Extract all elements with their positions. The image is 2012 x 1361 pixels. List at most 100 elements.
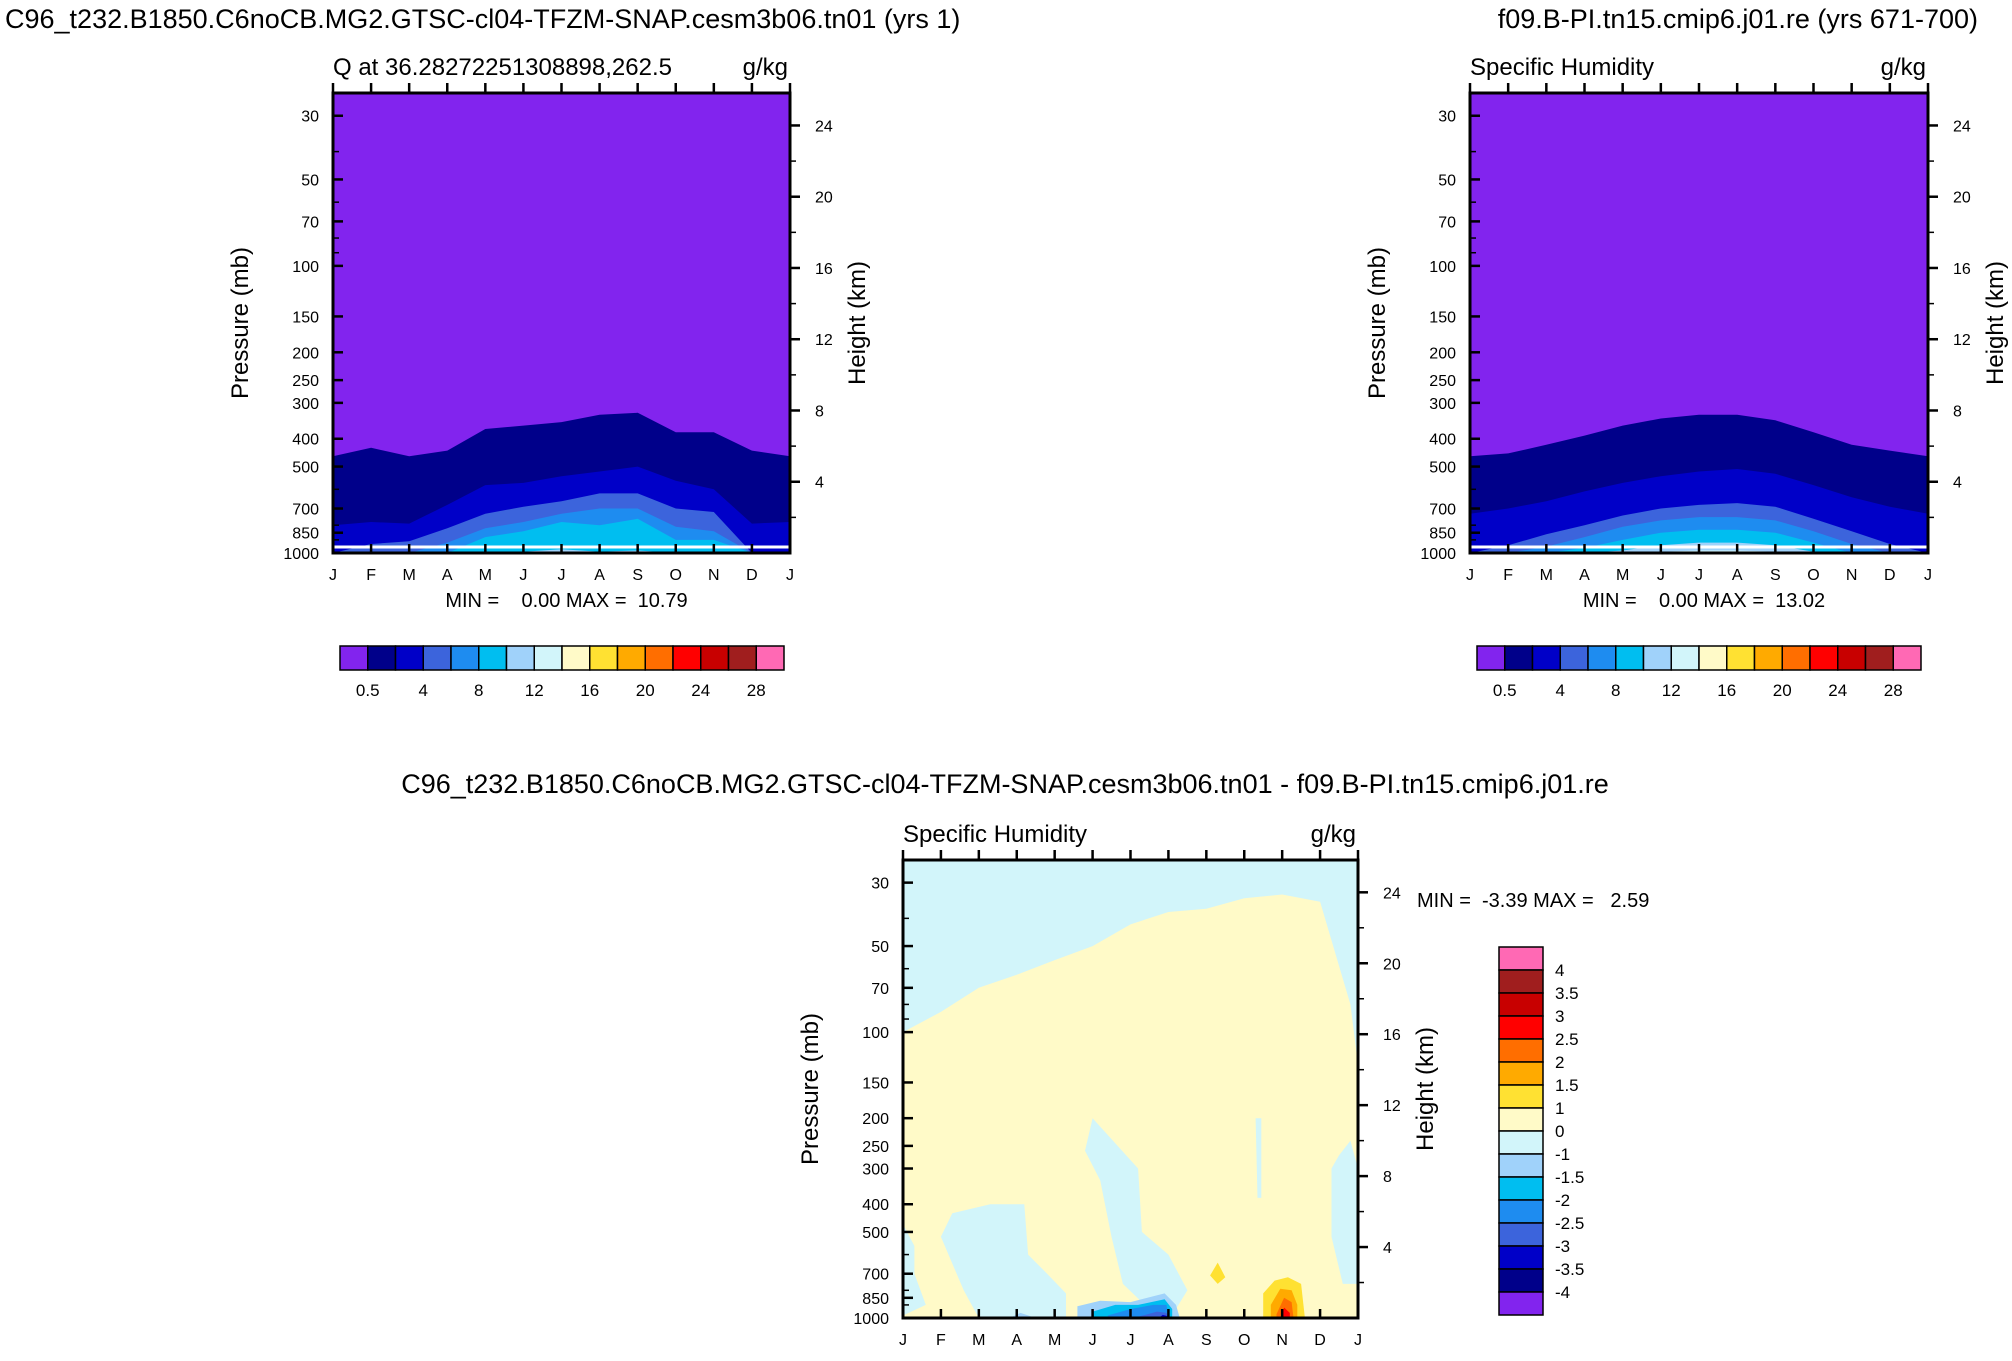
colorbar-label: -2.5 bbox=[1555, 1214, 1584, 1233]
x-tick-label: N bbox=[1846, 567, 1858, 584]
height-tick-label: 8 bbox=[1383, 1169, 1392, 1186]
x-tick-label: A bbox=[1163, 1332, 1174, 1349]
x-tick-label: A bbox=[1579, 567, 1590, 584]
left-case-title: C96_t232.B1850.C6noCB.MG2.GTSC-cl04-TFZM… bbox=[5, 4, 960, 34]
y-tick-label: 500 bbox=[292, 460, 319, 477]
colorbar-box bbox=[1498, 1153, 1544, 1178]
colorbar-label: 0.5 bbox=[1493, 681, 1517, 700]
x-tick-label: J bbox=[1695, 567, 1703, 584]
x-tick-label: J bbox=[1354, 1332, 1362, 1349]
y-tick-label: 100 bbox=[862, 1025, 889, 1042]
x-tick-label: A bbox=[442, 567, 453, 584]
height-tick-label: 4 bbox=[1383, 1240, 1392, 1257]
y-tick-label: 850 bbox=[862, 1291, 889, 1308]
x-tick-label: S bbox=[1201, 1332, 1212, 1349]
x-tick-label: J bbox=[899, 1332, 907, 1349]
y-tick-label: 30 bbox=[871, 876, 889, 893]
panel-units: g/kg bbox=[1881, 54, 1926, 81]
colorbar-label: -4 bbox=[1555, 1283, 1570, 1302]
colorbar-box bbox=[1476, 645, 1506, 671]
panel-units: g/kg bbox=[743, 54, 788, 81]
colorbar-box bbox=[1498, 1268, 1544, 1293]
plot-area bbox=[903, 860, 1358, 1318]
min-max-text: MIN = -3.39 MAX = 2.59 bbox=[1417, 890, 1649, 912]
height-tick-label: 24 bbox=[1383, 885, 1401, 902]
y-axis-label: Pressure (mb) bbox=[797, 1013, 824, 1165]
x-tick-label: J bbox=[1466, 567, 1474, 584]
height-tick-label: 12 bbox=[815, 332, 833, 349]
y-tick-label: 250 bbox=[292, 373, 319, 390]
colorbar-box bbox=[450, 645, 480, 671]
x-tick-label: J bbox=[329, 567, 337, 584]
colorbar-label: -3 bbox=[1555, 1237, 1570, 1256]
colorbar-label: 1.5 bbox=[1555, 1076, 1579, 1095]
colorbar-box bbox=[727, 645, 757, 671]
y-tick-label: 1000 bbox=[283, 546, 319, 563]
colorbar-box bbox=[1498, 1107, 1544, 1132]
colorbar-box bbox=[1615, 645, 1645, 671]
x-tick-label: J bbox=[786, 567, 794, 584]
colorbar-box bbox=[1498, 1199, 1544, 1224]
contour-region-class-7 bbox=[903, 860, 1358, 1065]
x-tick-label: F bbox=[936, 1332, 946, 1349]
x-tick-label: J bbox=[1657, 567, 1665, 584]
colorbar-label: 28 bbox=[1884, 681, 1903, 700]
x-tick-label: N bbox=[1276, 1332, 1288, 1349]
colorbar-box bbox=[1498, 1061, 1544, 1086]
colorbar-label: 4 bbox=[419, 681, 428, 700]
panel-units: g/kg bbox=[1311, 821, 1356, 848]
colorbar-box bbox=[561, 645, 591, 671]
colorbar-label: 8 bbox=[474, 681, 483, 700]
x-tick-label: D bbox=[1884, 567, 1896, 584]
y-tick-label: 300 bbox=[292, 396, 319, 413]
y-tick-label: 250 bbox=[862, 1139, 889, 1156]
colorbar-box bbox=[1498, 1038, 1544, 1063]
x-tick-label: O bbox=[1238, 1332, 1250, 1349]
colorbar-label: -1.5 bbox=[1555, 1168, 1584, 1187]
panel-title: Specific Humidity bbox=[1470, 54, 1654, 81]
x-tick-label: J bbox=[1924, 567, 1932, 584]
x-tick-label: A bbox=[594, 567, 605, 584]
y-tick-label: 500 bbox=[862, 1225, 889, 1242]
y-tick-label: 100 bbox=[1429, 259, 1456, 276]
x-tick-label: O bbox=[670, 567, 682, 584]
min-max-text: MIN = 0.00 MAX = 13.02 bbox=[1583, 590, 1825, 612]
colorbar-box bbox=[1587, 645, 1617, 671]
y-tick-label: 1000 bbox=[853, 1311, 889, 1328]
colorbar-label: 16 bbox=[580, 681, 599, 700]
colorbar-box bbox=[505, 645, 535, 671]
colorbar-box bbox=[1559, 645, 1589, 671]
height-tick-label: 8 bbox=[815, 403, 824, 420]
x-tick-label: J bbox=[558, 567, 566, 584]
y-tick-label: 30 bbox=[1438, 109, 1456, 126]
y-tick-label: 50 bbox=[301, 172, 319, 189]
colorbar-label: 3 bbox=[1555, 1007, 1564, 1026]
colorbar-box bbox=[755, 645, 785, 671]
x-tick-label: M bbox=[1048, 1332, 1061, 1349]
y-tick-label: 150 bbox=[862, 1075, 889, 1092]
colorbar-box bbox=[1498, 1015, 1544, 1040]
y-tick-label: 400 bbox=[862, 1197, 889, 1214]
right-panel: J F M A M J J A S O N D J 30 50 70 100 150 200 250 300 400 500… bbox=[1364, 54, 2009, 700]
height-tick-label: 4 bbox=[815, 475, 824, 492]
colorbar-box bbox=[616, 645, 646, 671]
colorbar-box bbox=[1726, 645, 1756, 671]
y-tick-label: 400 bbox=[292, 432, 319, 449]
colorbar-box bbox=[1498, 1245, 1544, 1270]
colorbar-label: 3.5 bbox=[1555, 984, 1579, 1003]
colorbar-label: 20 bbox=[1773, 681, 1792, 700]
colorbar-box bbox=[339, 645, 369, 671]
y-axis-label: Pressure (mb) bbox=[227, 247, 254, 399]
y-tick-label: 500 bbox=[1429, 460, 1456, 477]
height-tick-label: 24 bbox=[1953, 118, 1971, 135]
colorbar-label: -2 bbox=[1555, 1191, 1570, 1210]
y-tick-label: 400 bbox=[1429, 432, 1456, 449]
height-axis-label: Height (km) bbox=[1412, 1027, 1439, 1151]
colorbar-box bbox=[533, 645, 563, 671]
contour-region-class-7 bbox=[1331, 1140, 1358, 1284]
height-tick-label: 24 bbox=[815, 118, 833, 135]
colorbar-label: 1 bbox=[1555, 1099, 1564, 1118]
panel-title: Q at 36.28272251308898,262.5 bbox=[333, 54, 672, 81]
x-tick-label: F bbox=[1503, 567, 1513, 584]
height-axis-label: Height (km) bbox=[1982, 261, 2009, 385]
